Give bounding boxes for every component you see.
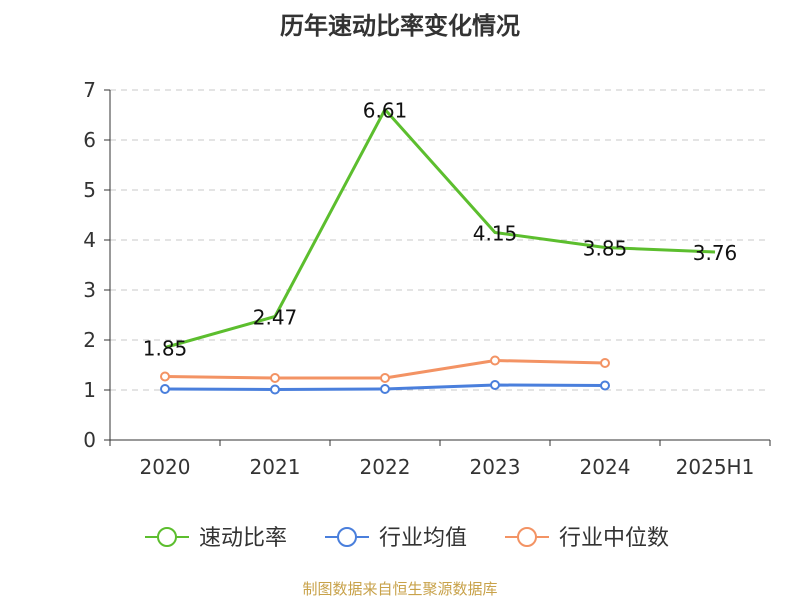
legend-circle-icon xyxy=(517,527,537,547)
y-tick-label: 2 xyxy=(83,328,96,352)
legend-item[interactable]: 速动比率 xyxy=(145,526,287,551)
axes: 0 1 2 3 4 5 6 7 2020 2021 2022 2023 2024 2025H1 xyxy=(83,78,771,479)
legend-circle-icon xyxy=(157,527,177,547)
y-tick-label: 1 xyxy=(83,378,96,402)
series-point xyxy=(380,384,390,394)
data-label: 3.85 xyxy=(583,237,628,261)
y-tick-label: 0 xyxy=(83,428,96,452)
legend-circle-icon xyxy=(337,527,357,547)
y-tick-label: 5 xyxy=(83,178,96,202)
x-tick-label: 2022 xyxy=(360,455,411,479)
legend[interactable]: 速动比率 行业均值 行业中位数 xyxy=(145,526,669,551)
legend-label: 行业中位数 xyxy=(559,526,669,551)
x-tick-label: 2023 xyxy=(470,455,521,479)
data-label: 2.47 xyxy=(253,306,298,330)
series-lines xyxy=(160,108,716,395)
y-tick-label: 6 xyxy=(83,128,96,152)
series-point xyxy=(270,384,280,395)
series-point xyxy=(380,373,390,383)
y-tick-label: 4 xyxy=(83,228,96,252)
series-point xyxy=(490,380,500,390)
legend-item[interactable]: 行业中位数 xyxy=(505,526,669,551)
x-tick-label: 2021 xyxy=(250,455,301,479)
series-point xyxy=(600,358,610,368)
y-tick-label: 7 xyxy=(83,78,96,102)
series-point xyxy=(490,355,500,366)
x-tick-label: 2025H1 xyxy=(676,455,755,479)
legend-label: 速动比率 xyxy=(199,526,287,551)
series-point xyxy=(160,371,170,382)
series-line xyxy=(164,108,716,349)
data-label: 6.61 xyxy=(363,99,408,123)
legend-label: 行业均值 xyxy=(379,526,467,551)
data-label: 1.85 xyxy=(143,337,188,361)
data-labels: 1.85 2.47 6.61 4.15 3.85 3.76 xyxy=(143,99,738,361)
series-point xyxy=(270,373,280,383)
series-point xyxy=(160,384,170,394)
data-label: 4.15 xyxy=(473,222,518,246)
chart-title: 历年速动比率变化情况 xyxy=(280,12,520,40)
y-tick-label: 3 xyxy=(83,278,96,302)
data-source-note: 制图数据来自恒生聚源数据库 xyxy=(302,580,498,598)
series-point xyxy=(600,380,610,391)
grid-lines xyxy=(110,89,770,391)
data-label: 3.76 xyxy=(693,241,738,265)
legend-item[interactable]: 行业均值 xyxy=(325,526,467,551)
x-tick-label: 2020 xyxy=(140,455,191,479)
x-tick-label: 2024 xyxy=(580,455,631,479)
